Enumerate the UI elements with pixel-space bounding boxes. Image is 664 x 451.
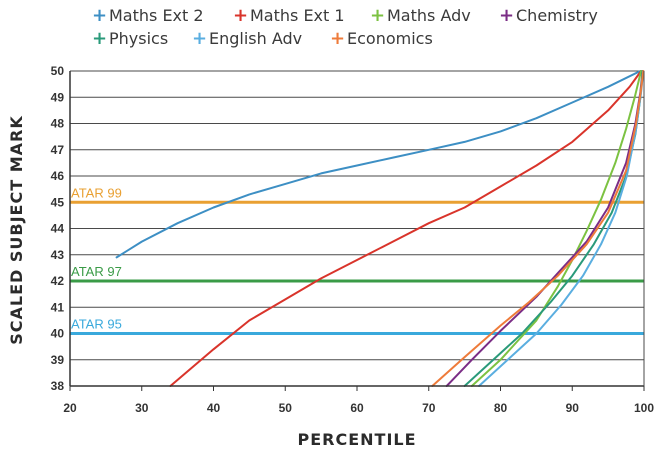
legend-label-maths-ext-1: Maths Ext 1: [250, 6, 345, 25]
legend-marker-maths-ext-1: +: [233, 5, 248, 26]
legend-item-maths-ext-2: + Maths Ext 2: [92, 5, 204, 26]
y-tick-label-45: 45: [51, 195, 65, 209]
x-tick-label-50: 50: [279, 401, 293, 415]
atar-97-label: ATAR 97: [71, 264, 122, 279]
y-tick-label-49: 49: [51, 90, 65, 104]
y-tick-label-41: 41: [51, 300, 65, 314]
x-tick-label-20: 20: [63, 401, 77, 415]
legend-item-maths-ext-1: + Maths Ext 1: [233, 5, 345, 26]
legend-item-economics: + Economics: [330, 28, 433, 49]
legend-item-english-adv: + English Adv: [192, 28, 302, 49]
legend-label-english-adv: English Adv: [209, 29, 302, 48]
legend-label-economics: Economics: [347, 29, 433, 48]
x-axis-title: PERCENTILE: [297, 430, 416, 449]
legend-marker-physics: +: [92, 28, 107, 49]
y-tick-label-42: 42: [51, 274, 65, 288]
reference-lines: ATAR 99 ATAR 97 ATAR 95: [70, 185, 644, 335]
x-tick-label-70: 70: [422, 401, 436, 415]
atar-95-label: ATAR 95: [71, 317, 122, 332]
legend-item-maths-adv: + Maths Adv: [370, 5, 471, 26]
legend-item-physics: + Physics: [92, 28, 168, 49]
x-tick-label-30: 30: [135, 401, 149, 415]
y-tick-label-47: 47: [51, 143, 65, 157]
y-axis-title: SCALED SUBJECT MARK: [7, 115, 26, 344]
y-tick-label-48: 48: [51, 117, 65, 131]
legend-marker-economics: +: [330, 28, 345, 49]
legend-marker-maths-adv: +: [370, 5, 385, 26]
y-tick-label-44: 44: [51, 222, 65, 236]
x-tick-label-80: 80: [494, 401, 508, 415]
legend-marker-english-adv: +: [192, 28, 207, 49]
series-line-economics: [431, 70, 645, 387]
legend-label-maths-ext-2: Maths Ext 2: [109, 6, 204, 25]
x-tick-label-100: 100: [634, 401, 654, 415]
series-line-maths-ext-1: [169, 70, 643, 387]
legend: + Maths Ext 2 + Maths Ext 1 + Maths Adv + Chemi…: [92, 5, 598, 49]
x-tick-label-60: 60: [350, 401, 364, 415]
legend-label-physics: Physics: [109, 29, 168, 48]
y-tick-label-50: 50: [51, 64, 65, 78]
y-tick-label-38: 38: [51, 379, 65, 393]
gridlines: [70, 70, 644, 387]
x-tick-label-90: 90: [566, 401, 580, 415]
y-tick-label-43: 43: [51, 248, 65, 262]
y-tick-label-46: 46: [51, 169, 65, 183]
legend-item-chemistry: + Chemistry: [499, 5, 598, 26]
series-line-maths-adv: [470, 70, 643, 387]
legend-marker-chemistry: +: [499, 5, 514, 26]
axes: 38 39 40 41 42 43 44 45 46 47 48 49 50 20 30 40 50 60 70 80…: [51, 64, 655, 415]
atar-99-label: ATAR 99: [71, 185, 122, 200]
legend-marker-maths-ext-2: +: [92, 5, 107, 26]
y-tick-label-39: 39: [51, 353, 65, 367]
legend-label-chemistry: Chemistry: [516, 6, 598, 25]
series-line-maths-ext-2: [115, 70, 642, 259]
x-tick-label-40: 40: [207, 401, 221, 415]
legend-label-maths-adv: Maths Adv: [387, 6, 471, 25]
y-tick-label-40: 40: [51, 327, 65, 341]
series-lines: [115, 70, 645, 387]
